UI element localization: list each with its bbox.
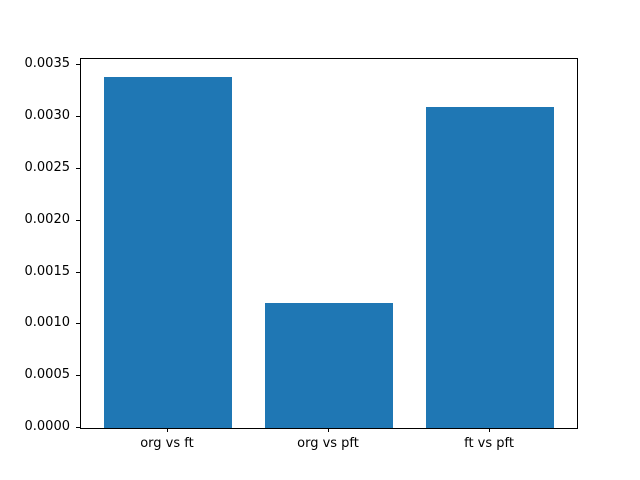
bar-org-vs-ft	[103, 76, 233, 428]
y-tick-label: 0.0000	[24, 419, 71, 434]
bar-ft-vs-pft	[425, 106, 555, 428]
y-tick-mark	[76, 271, 80, 273]
y-tick-mark	[76, 167, 80, 169]
x-tick-mark	[166, 428, 168, 432]
x-tick-mark	[489, 428, 491, 432]
y-tick-mark	[76, 64, 80, 66]
y-tick-mark	[76, 219, 80, 221]
y-tick-label: 0.0010	[24, 315, 71, 331]
y-tick-label: 0.0005	[24, 367, 71, 383]
x-tick-label: org vs ft	[140, 436, 194, 451]
y-tick-label: 0.0035	[24, 56, 71, 72]
y-tick-label: 0.0030	[24, 108, 71, 124]
y-tick-mark	[76, 323, 80, 325]
bar-org-vs-pft	[264, 302, 394, 428]
plot-area	[80, 58, 578, 429]
x-tick-label: ft vs pft	[464, 436, 514, 451]
x-tick-label: org vs pft	[297, 436, 359, 451]
y-tick-label: 0.0020	[24, 211, 71, 227]
y-tick-mark	[76, 375, 80, 377]
y-tick-label: 0.0025	[24, 159, 71, 175]
y-tick-mark	[76, 116, 80, 118]
y-tick-label: 0.0015	[24, 263, 71, 279]
y-tick-mark	[76, 427, 80, 428]
x-tick-mark	[328, 428, 329, 432]
bars-layer	[81, 59, 577, 428]
